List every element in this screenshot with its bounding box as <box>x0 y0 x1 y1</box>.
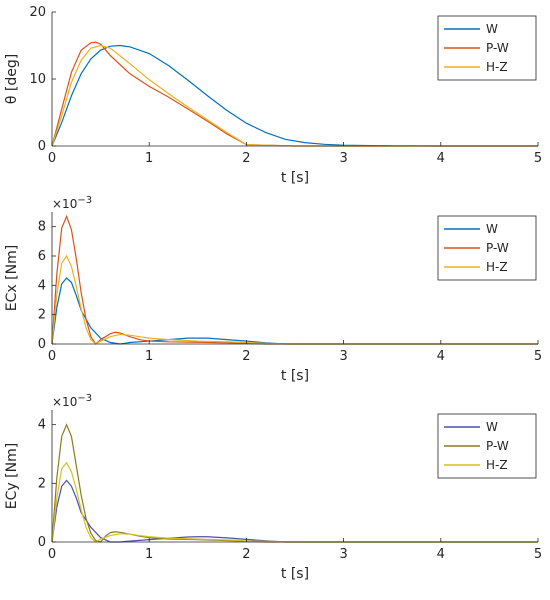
x-tick-label: 0 <box>48 349 56 364</box>
x-tick-label: 0 <box>48 547 56 562</box>
legend-label-w: W <box>486 222 498 236</box>
y-exponent-power: −3 <box>77 195 92 206</box>
chart-panel-1: 0 1 2 3 4 5 0 10 20 t [s] θ [deg] W P-W H-Z <box>4 5 542 186</box>
y-tick-label: 0 <box>38 139 46 154</box>
chart-panel-3: 0 1 2 3 4 5 0 2 4 ×10−3 t [s] ECy [Nm] W P-W H-Z <box>4 393 542 582</box>
x-tick-label: 3 <box>339 547 347 562</box>
x-axis-label: t [s] <box>281 170 309 186</box>
x-tick-label: 0 <box>48 151 56 166</box>
x-axis-label: t [s] <box>281 566 309 582</box>
y-tick-label: 4 <box>38 278 46 293</box>
x-tick-label: 4 <box>437 349 445 364</box>
y-tick-label: 0 <box>38 535 46 550</box>
y-tick-label: 2 <box>38 308 46 323</box>
x-tick-label: 5 <box>534 151 542 166</box>
x-tick-label: 4 <box>437 547 445 562</box>
legend-label-w: W <box>486 22 498 36</box>
y-exponent-label: ×10−3 <box>52 393 92 409</box>
legend-label-p-w: P-W <box>486 439 509 453</box>
x-tick-label: 2 <box>242 349 250 364</box>
legend-label-w: W <box>486 420 498 434</box>
x-tick-label: 1 <box>145 151 153 166</box>
y-tick-label: 10 <box>29 72 46 87</box>
legend: W P-W H-Z <box>437 215 537 281</box>
series-line-h-z <box>51 461 538 543</box>
y-tick-label: 8 <box>38 220 46 235</box>
y-axis-label: ECy [Nm] <box>4 443 20 509</box>
series-line-p-w <box>51 214 538 345</box>
y-tick-label: 4 <box>38 418 46 433</box>
y-tick-label: 2 <box>38 476 46 491</box>
legend-label-h-z: H-Z <box>486 260 508 274</box>
y-axis-label: ECx [Nm] <box>4 245 20 311</box>
x-tick-label: 4 <box>437 151 445 166</box>
legend-label-h-z: H-Z <box>486 60 508 74</box>
x-tick-label: 1 <box>145 349 153 364</box>
x-tick-label: 5 <box>534 349 542 364</box>
y-exponent-label: ×10−3 <box>52 195 92 211</box>
x-tick-label: 5 <box>534 547 542 562</box>
chart-panel-2: 0 1 2 3 4 5 0 2 4 6 8 ×10−3 t [s] ECx [Nm] W P-W H-Z <box>4 195 542 384</box>
series-line-w <box>51 277 538 345</box>
legend-label-p-w: P-W <box>486 41 509 55</box>
legend-label-h-z: H-Z <box>486 458 508 472</box>
y-tick-label: 20 <box>29 5 46 20</box>
y-tick-label: 0 <box>38 337 46 352</box>
series-line-w <box>51 44 538 147</box>
y-axis-label: θ [deg] <box>4 54 20 104</box>
x-tick-label: 2 <box>242 151 250 166</box>
y-exponent-power: −3 <box>77 393 92 404</box>
y-tick-label: 6 <box>38 249 46 264</box>
legend: W P-W H-Z <box>437 413 537 479</box>
x-tick-label: 1 <box>145 547 153 562</box>
x-tick-label: 3 <box>339 349 347 364</box>
x-tick-label: 2 <box>242 547 250 562</box>
x-tick-label: 3 <box>339 151 347 166</box>
legend: W P-W H-Z <box>437 15 537 81</box>
legend-label-p-w: P-W <box>486 241 509 255</box>
x-axis-label: t [s] <box>281 368 309 384</box>
series-line-h-z <box>51 254 538 345</box>
series-line-w <box>51 479 538 543</box>
